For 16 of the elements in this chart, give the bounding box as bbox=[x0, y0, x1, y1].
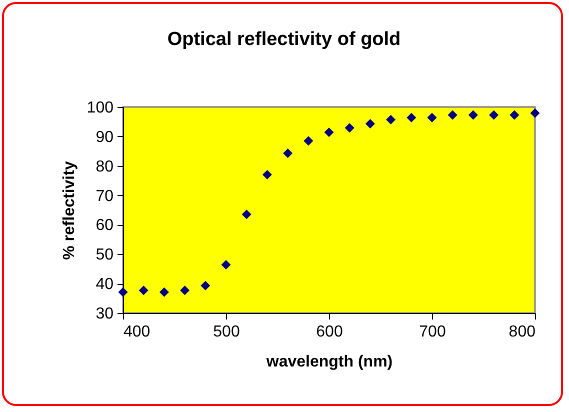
y-tick-label: 80 bbox=[96, 158, 114, 176]
x-axis-title: wavelength (nm) bbox=[265, 354, 393, 370]
y-tick-label: 70 bbox=[96, 188, 114, 205]
x-tick-label: 600 bbox=[316, 324, 343, 340]
x-tick-label: 500 bbox=[213, 324, 240, 340]
x-tick-label: 800 bbox=[508, 324, 536, 340]
x-tick-label: 700 bbox=[419, 324, 446, 340]
y-tick-label: 30 bbox=[96, 306, 114, 322]
y-tick-label: 60 bbox=[96, 217, 114, 234]
y-tick-label: 40 bbox=[96, 276, 114, 294]
y-axis-title: % reflectivity bbox=[60, 161, 78, 260]
y-tick-label: 100 bbox=[86, 100, 114, 116]
x-tick-label: 400 bbox=[124, 324, 150, 340]
chart-title: Optical reflectivity of gold bbox=[167, 29, 401, 50]
y-tick-label: 50 bbox=[96, 246, 114, 264]
y-tick-label: 90 bbox=[96, 128, 114, 146]
